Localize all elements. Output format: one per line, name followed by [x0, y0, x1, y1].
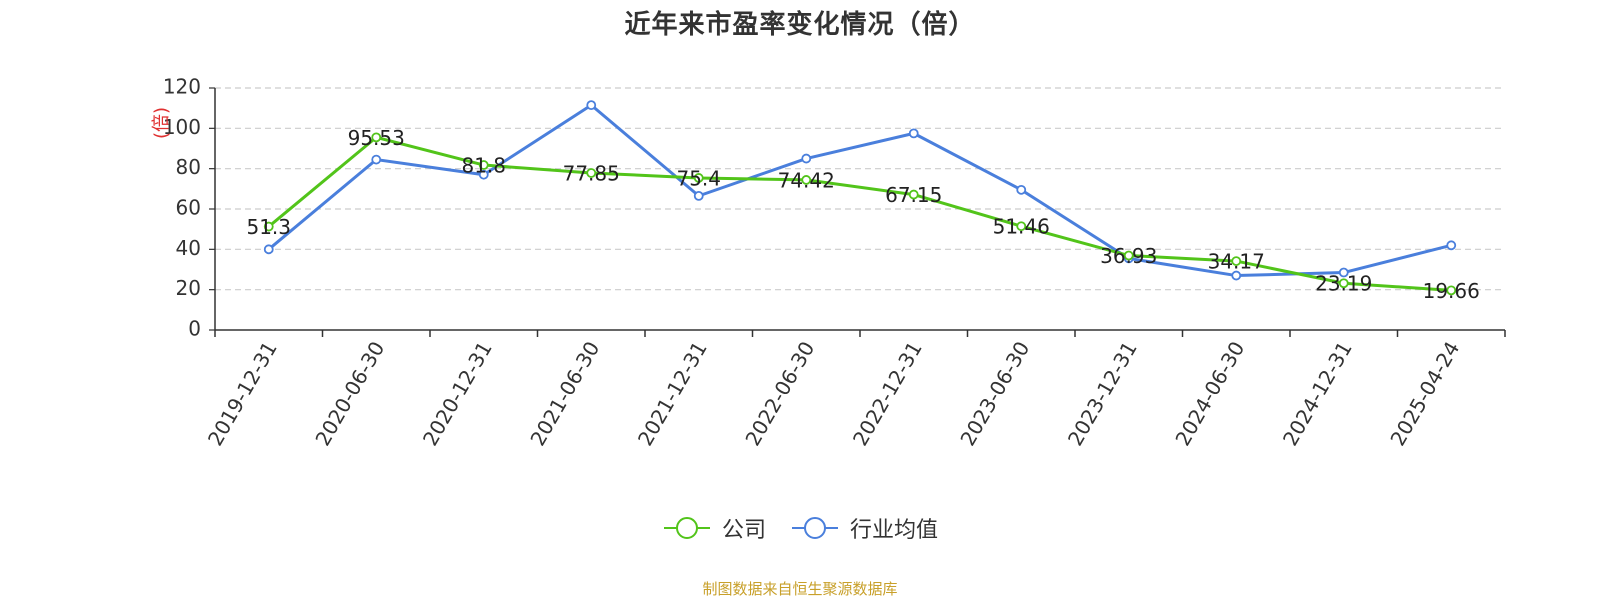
legend: 公司 行业均值	[0, 512, 1600, 544]
legend-circle	[804, 517, 826, 539]
data-point	[908, 189, 919, 200]
x-tick-label: 2019-12-31	[203, 337, 282, 450]
y-tick-label: 60	[176, 196, 201, 220]
y-tick-label: 0	[188, 317, 201, 341]
data-label: 74.42	[778, 168, 835, 192]
data-point	[263, 244, 274, 255]
x-tick-label: 2023-12-31	[1063, 337, 1142, 450]
y-tick-label: 40	[176, 236, 201, 260]
data-point	[1016, 221, 1027, 232]
data-point	[263, 221, 274, 232]
legend-line-circle-icon	[663, 517, 710, 539]
legend-label: 公司	[721, 518, 766, 543]
x-tick-label: 2021-06-30	[525, 337, 604, 450]
data-point	[1338, 278, 1349, 289]
series-line-industry-average	[267, 103, 1452, 278]
data-point	[801, 153, 812, 164]
data-label: 51.3	[246, 215, 291, 239]
legend-item-industry-average[interactable]: 行业均值	[790, 512, 938, 544]
data-point	[801, 175, 812, 185]
data-point	[693, 173, 704, 183]
series-line-company	[267, 135, 1452, 292]
y-tick-label: 20	[176, 276, 201, 300]
data-label: 67.15	[885, 183, 942, 207]
source-note: 制图数据来自恒生聚源数据库	[702, 580, 898, 598]
x-tick-label: 2020-06-30	[310, 337, 389, 450]
data-point	[478, 160, 489, 170]
data-point	[586, 100, 597, 111]
data-label: 51.46	[993, 215, 1050, 239]
data-label: 34.17	[1208, 250, 1265, 274]
x-tick-label: 2022-12-31	[848, 337, 927, 450]
data-point	[586, 168, 597, 178]
data-label-layer: 51.3 95.53 81.8 77.85 75.4 74.42 67.15 51.46 36.…	[246, 126, 1479, 303]
series-layer	[263, 100, 1457, 296]
data-point	[1338, 267, 1349, 278]
x-tick-label: 2022-06-30	[740, 337, 819, 450]
x-tick-label: 2020-12-31	[418, 337, 497, 450]
data-label: 77.85	[563, 162, 620, 186]
data-point	[1231, 256, 1242, 266]
x-tick-label: 2024-12-31	[1278, 337, 1357, 450]
x-tick-label: 2025-04-24	[1385, 337, 1464, 450]
data-point	[693, 190, 704, 201]
grid-layer	[215, 87, 1505, 291]
y-tick-label: 80	[176, 155, 201, 179]
data-label: 36.93	[1100, 244, 1157, 268]
chart-title: 近年来市盈率变化情况（倍）	[624, 10, 976, 40]
legend-label: 行业均值	[850, 518, 939, 543]
data-label: 23.19	[1315, 272, 1372, 296]
data-point	[908, 128, 919, 139]
legend-circle	[675, 517, 698, 539]
data-label: 19.66	[1423, 279, 1480, 303]
data-point	[478, 169, 489, 180]
data-point	[1446, 285, 1457, 296]
data-label: 75.4	[676, 166, 721, 190]
x-tick-label: 2024-06-30	[1170, 337, 1249, 450]
data-point	[1123, 250, 1134, 261]
legend-line-circle-icon	[792, 517, 838, 539]
x-tick-label: 2021-12-31	[633, 337, 712, 450]
y-tick-label: 120	[163, 75, 201, 99]
data-point	[371, 132, 382, 143]
x-tick-label: 2023-06-30	[955, 337, 1034, 450]
data-point	[1446, 240, 1457, 251]
data-point	[371, 154, 382, 165]
legend-item-company[interactable]: 公司	[662, 512, 766, 544]
data-label: 95.53	[348, 126, 405, 150]
y-tick-label: 100	[163, 115, 201, 139]
y-axis-label: (倍)	[151, 107, 172, 139]
data-point	[1016, 184, 1027, 195]
data-point	[1231, 270, 1242, 281]
data-label: 81.8	[461, 154, 506, 178]
